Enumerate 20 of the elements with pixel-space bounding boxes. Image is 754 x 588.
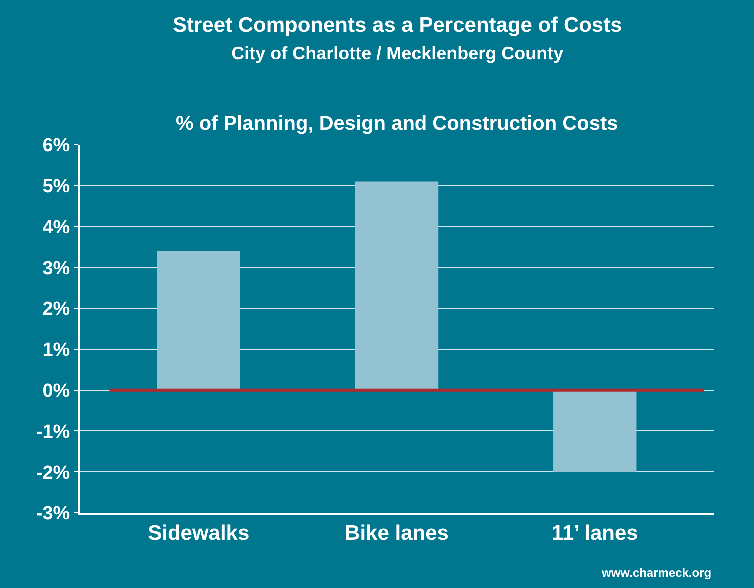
y-tick-label: 2%	[42, 299, 70, 320]
x-tick-label: Bike lanes	[345, 522, 449, 546]
y-tick-label: -2%	[36, 462, 70, 484]
bar	[554, 390, 637, 472]
chart-subtitle: City of Charlotte / Mecklenberg County	[232, 43, 564, 64]
text: www.charmeck.org	[601, 566, 712, 580]
y-tick-label: 6%	[42, 136, 70, 157]
y-axis-title: % of Planning, Design and Construction Costs	[176, 113, 618, 135]
y-tick-label: -3%	[36, 504, 70, 525]
chart-title: Street Components as a Percentage of Costs	[173, 14, 622, 37]
x-tick-label: Sidewalks	[148, 522, 250, 546]
y-tick-label: 4%	[42, 217, 70, 238]
y-tick-label: 1%	[42, 340, 70, 362]
y-tick-label: 5%	[42, 176, 70, 198]
y-tick-label: 0%	[42, 380, 70, 402]
y-tick-label: -1%	[36, 422, 70, 443]
y-tick-label: 3%	[42, 258, 70, 280]
x-tick-label: 11’ lanes	[552, 522, 638, 546]
bar	[355, 182, 439, 390]
bar	[157, 251, 240, 390]
